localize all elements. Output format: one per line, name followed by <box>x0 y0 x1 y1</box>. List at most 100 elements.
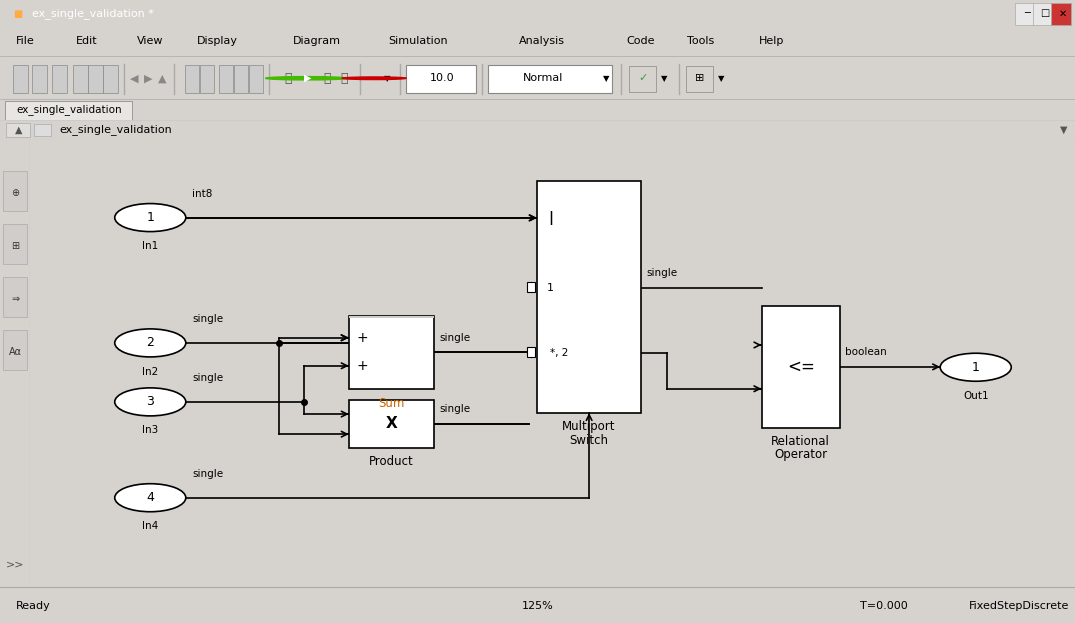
Text: ⏭: ⏭ <box>324 72 330 85</box>
Bar <box>528 348 534 357</box>
Text: ▶: ▶ <box>304 74 311 83</box>
Text: 1: 1 <box>146 211 154 224</box>
Bar <box>3 224 27 264</box>
Text: ─: ─ <box>1023 9 1030 19</box>
Bar <box>103 65 118 93</box>
Bar <box>761 306 840 427</box>
Text: 3: 3 <box>146 396 154 409</box>
Text: ▼: ▼ <box>661 74 668 83</box>
Text: ▲: ▲ <box>15 125 22 135</box>
Text: 10.0: 10.0 <box>430 74 454 83</box>
Text: □: □ <box>1041 9 1049 19</box>
Bar <box>528 282 534 292</box>
Text: ⇒: ⇒ <box>11 295 19 305</box>
Text: In4: In4 <box>142 521 158 531</box>
Circle shape <box>266 77 347 80</box>
Bar <box>88 65 103 93</box>
Text: single: single <box>192 469 224 479</box>
Bar <box>3 171 27 211</box>
Bar <box>488 65 612 93</box>
Ellipse shape <box>115 388 186 416</box>
Text: ⏮: ⏮ <box>285 72 291 85</box>
Text: int8: int8 <box>192 189 213 199</box>
Bar <box>52 65 67 93</box>
Text: Product: Product <box>369 455 414 468</box>
Text: ▼: ▼ <box>384 74 390 83</box>
Text: Edit: Edit <box>76 36 98 46</box>
Bar <box>6 123 30 137</box>
Bar <box>348 316 434 318</box>
Bar <box>686 66 713 92</box>
Text: single: single <box>192 315 224 325</box>
Text: ex_single_validation *: ex_single_validation * <box>32 9 154 19</box>
Text: Display: Display <box>197 36 238 46</box>
Text: View: View <box>137 36 163 46</box>
Text: |: | <box>548 211 553 225</box>
Bar <box>406 65 476 93</box>
Text: X: X <box>386 416 398 431</box>
Bar <box>3 330 27 370</box>
Bar <box>1015 2 1034 25</box>
Text: Diagram: Diagram <box>292 36 341 46</box>
Ellipse shape <box>115 204 186 232</box>
Text: Normal: Normal <box>522 74 563 83</box>
Bar <box>13 65 28 93</box>
Text: In1: In1 <box>142 241 158 251</box>
Text: File: File <box>16 36 34 46</box>
Bar <box>1051 2 1071 25</box>
Text: ex_single_validation: ex_single_validation <box>16 105 121 115</box>
Bar <box>536 181 642 413</box>
Bar <box>200 65 214 93</box>
Bar <box>629 66 656 92</box>
Bar <box>5 101 132 120</box>
Bar <box>1033 2 1052 25</box>
Text: 1: 1 <box>547 283 554 293</box>
Text: 1: 1 <box>972 361 979 374</box>
Text: Out1: Out1 <box>963 391 989 401</box>
Text: Multiport: Multiport <box>562 421 616 434</box>
Text: T=0.000: T=0.000 <box>860 601 907 611</box>
Text: ▼: ▼ <box>603 74 610 83</box>
Text: +: + <box>357 359 369 373</box>
Bar <box>32 65 47 93</box>
Text: Switch: Switch <box>570 434 608 447</box>
Text: Analysis: Analysis <box>519 36 565 46</box>
Text: boolean: boolean <box>845 347 887 357</box>
Text: Simulation: Simulation <box>388 36 447 46</box>
Text: Relational: Relational <box>771 435 830 448</box>
Bar <box>219 65 233 93</box>
Text: ⊞: ⊞ <box>696 74 704 83</box>
Text: ✕: ✕ <box>1059 9 1067 19</box>
Bar <box>348 400 434 447</box>
Text: ▶: ▶ <box>144 74 153 83</box>
Text: Ready: Ready <box>16 601 51 611</box>
Text: ✓: ✓ <box>639 74 647 83</box>
Text: ◀: ◀ <box>130 74 139 83</box>
Bar <box>249 65 263 93</box>
Text: ⊕: ⊕ <box>11 188 19 198</box>
Ellipse shape <box>115 329 186 357</box>
Text: ex_single_validation: ex_single_validation <box>59 124 172 135</box>
Text: single: single <box>440 404 471 414</box>
Bar <box>185 65 199 93</box>
Circle shape <box>342 77 406 80</box>
Text: single: single <box>192 373 224 383</box>
Text: ⊞: ⊞ <box>11 241 19 251</box>
Text: 4: 4 <box>146 491 154 504</box>
Text: Aα: Aα <box>9 348 22 358</box>
Text: >>: >> <box>5 560 25 570</box>
Text: Sum: Sum <box>378 397 405 410</box>
Bar <box>234 65 248 93</box>
Text: Operator: Operator <box>774 449 828 462</box>
Bar <box>348 316 434 389</box>
Text: <=: <= <box>787 358 815 376</box>
Bar <box>73 65 88 93</box>
Text: In2: In2 <box>142 366 158 376</box>
Text: single: single <box>646 268 677 278</box>
Bar <box>34 124 51 136</box>
Ellipse shape <box>115 483 186 511</box>
Text: Code: Code <box>627 36 656 46</box>
Text: +: + <box>357 331 369 345</box>
Text: *, 2: *, 2 <box>550 348 569 358</box>
Text: Tools: Tools <box>687 36 714 46</box>
